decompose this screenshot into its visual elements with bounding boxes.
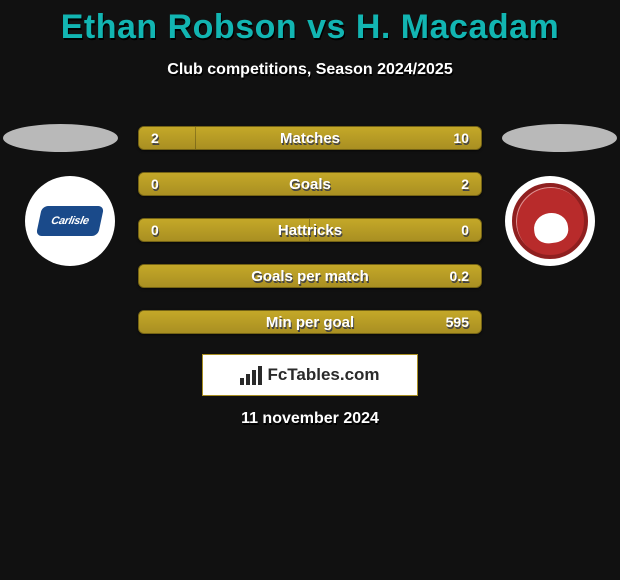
bar-label: Hattricks <box>139 219 481 241</box>
bar-label: Goals <box>139 173 481 195</box>
bar-value-right: 0.2 <box>450 265 469 287</box>
date-label: 11 november 2024 <box>0 410 620 428</box>
club-badge-right <box>505 176 595 266</box>
subtitle: Club competitions, Season 2024/2025 <box>0 61 620 79</box>
bar-label: Min per goal <box>139 311 481 333</box>
bar-goals-per-match: Goals per match 0.2 <box>138 264 482 288</box>
comparison-bars: 2 Matches 10 0 Goals 2 0 Hattricks 0 Goa… <box>138 126 482 356</box>
bar-value-right: 595 <box>446 311 469 333</box>
bar-min-per-goal: Min per goal 595 <box>138 310 482 334</box>
page-title: Ethan Robson vs H. Macadam <box>0 0 620 47</box>
bar-goals: 0 Goals 2 <box>138 172 482 196</box>
player-shadow-left <box>3 124 118 152</box>
carlisle-crest-icon: Carlisle <box>36 206 104 236</box>
player-shadow-right <box>502 124 617 152</box>
bar-value-right: 10 <box>453 127 469 149</box>
bar-hattricks: 0 Hattricks 0 <box>138 218 482 242</box>
brand-attribution: FcTables.com <box>202 354 418 396</box>
brand-text: FcTables.com <box>267 365 379 385</box>
club-badge-left: Carlisle <box>25 176 115 266</box>
bar-label: Goals per match <box>139 265 481 287</box>
bar-matches: 2 Matches 10 <box>138 126 482 150</box>
morecambe-crest-icon <box>512 183 588 259</box>
bar-value-right: 2 <box>461 173 469 195</box>
bar-label: Matches <box>139 127 481 149</box>
bar-value-right: 0 <box>461 219 469 241</box>
bar-chart-icon <box>240 365 262 385</box>
